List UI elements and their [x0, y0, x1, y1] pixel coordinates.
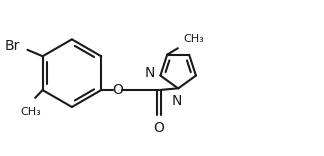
Text: O: O — [112, 83, 123, 97]
Text: CH₃: CH₃ — [183, 34, 204, 44]
Text: N: N — [144, 66, 155, 80]
Text: Br: Br — [5, 39, 20, 53]
Text: O: O — [153, 121, 164, 135]
Text: CH₃: CH₃ — [20, 107, 41, 117]
Text: N: N — [172, 94, 182, 108]
